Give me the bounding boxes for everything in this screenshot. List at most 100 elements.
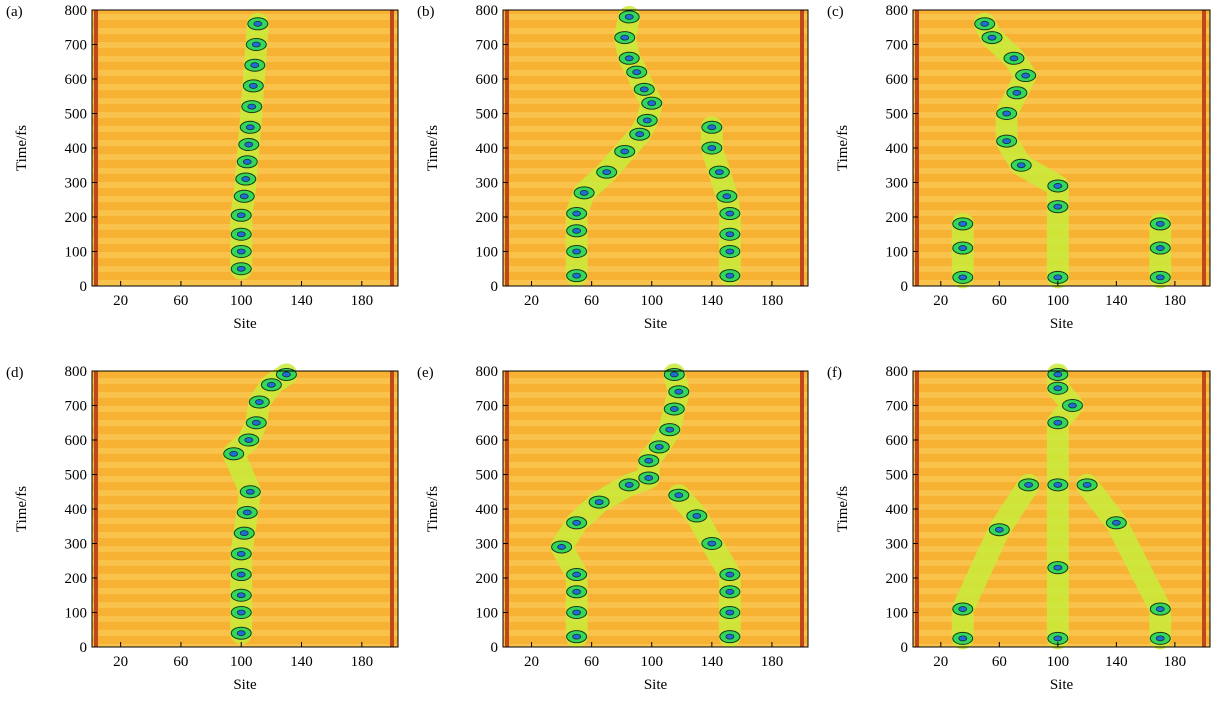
y-tick-label: 0	[491, 279, 499, 295]
wavepacket-core	[1053, 564, 1063, 571]
right-edge	[390, 371, 394, 647]
y-tick-label: 600	[65, 72, 88, 88]
y-tick-label: 0	[901, 279, 909, 295]
x-tick-label: 180	[761, 293, 784, 309]
y-tick-label: 400	[65, 502, 88, 518]
wavepacket-core	[250, 62, 260, 69]
y-tick-label: 100	[886, 606, 909, 622]
y-tick-label: 800	[886, 364, 909, 380]
plot-background	[503, 10, 808, 286]
wavepacket-core	[244, 437, 254, 443]
x-tick-label: 100	[1047, 654, 1070, 670]
wavepacket-core	[1053, 274, 1063, 281]
y-tick-label: 800	[65, 3, 88, 19]
wavepacket-core	[236, 592, 246, 599]
wavepacket-core	[602, 169, 612, 176]
right-edge	[800, 371, 804, 647]
wavepacket-core	[1009, 55, 1019, 62]
wavepacket-core	[632, 69, 642, 75]
wavepacket-core	[236, 630, 246, 637]
wavepacket-core	[572, 519, 582, 526]
wavepacket-core	[958, 245, 968, 251]
wavepacket-core	[266, 381, 276, 388]
wavepacket-core	[669, 406, 679, 412]
wavepacket-core	[557, 544, 566, 550]
panel-label: (d)	[6, 365, 24, 381]
wavepacket-core	[692, 513, 702, 519]
panel-label: (f)	[827, 365, 842, 381]
x-tick-label: 140	[701, 654, 724, 670]
plot-area	[91, 9, 399, 287]
wavepacket-core	[579, 189, 589, 196]
y-tick-label: 700	[65, 399, 88, 415]
wavepacket-core	[594, 499, 604, 506]
right-edge	[1202, 371, 1206, 647]
x-tick-label: 100	[640, 654, 663, 670]
wavepacket-core	[236, 231, 246, 238]
y-tick-label: 700	[476, 38, 499, 54]
wavepacket-core	[251, 41, 261, 48]
y-tick-label: 400	[476, 141, 499, 157]
y-tick-label: 300	[65, 176, 88, 192]
x-tick-label: 20	[524, 654, 539, 670]
x-tick-label: 20	[933, 654, 948, 670]
x-axis-label: Site	[233, 677, 257, 693]
y-axis-label: Time/fs	[425, 125, 441, 171]
wavepacket-core	[647, 100, 657, 107]
wavepacket-core	[674, 388, 684, 395]
x-tick-label: 140	[1105, 654, 1128, 670]
y-tick-label: 200	[476, 210, 499, 226]
x-tick-label: 100	[640, 293, 663, 309]
wavepacket-core	[958, 220, 968, 227]
wavepacket-core	[707, 124, 717, 131]
y-tick-label: 600	[886, 433, 909, 449]
wavepacket-core	[958, 274, 968, 281]
wavepacket-core	[987, 34, 997, 41]
wavepacket-core	[251, 419, 261, 426]
y-tick-label: 0	[491, 640, 499, 656]
right-edge	[390, 10, 394, 286]
wavepacket-core	[1053, 203, 1063, 210]
y-tick-label: 0	[80, 279, 88, 295]
wavepacket-core	[236, 212, 246, 219]
wavepacket-core	[236, 571, 246, 578]
y-axis-label: Time/fs	[14, 486, 30, 532]
y-tick-label: 700	[65, 38, 88, 54]
wavepacket-core	[572, 588, 582, 595]
wavepacket-core	[958, 635, 968, 642]
y-tick-label: 400	[65, 141, 88, 157]
y-tick-label: 200	[476, 571, 499, 587]
wavepacket-core	[620, 34, 630, 41]
plot-background	[503, 371, 808, 647]
wavepacket-core	[1053, 371, 1063, 378]
x-axis-label: Site	[644, 677, 668, 693]
wavepacket-core	[1155, 245, 1165, 251]
wavepacket-core	[725, 272, 735, 279]
wavepacket-core	[572, 272, 582, 279]
wavepacket-core	[239, 530, 249, 537]
wavepacket-core	[639, 86, 649, 93]
x-tick-label: 60	[173, 654, 188, 670]
y-tick-label: 700	[886, 399, 909, 415]
wavepacket-core	[248, 83, 258, 89]
y-tick-label: 200	[886, 571, 909, 587]
wavepacket-core	[1024, 481, 1033, 488]
wavepacket-core	[725, 633, 735, 640]
plot-area	[912, 363, 1211, 650]
y-tick-label: 0	[901, 640, 909, 656]
wavepacket-core	[242, 509, 252, 516]
wavepacket-core	[707, 540, 717, 547]
wavepacket-core	[994, 526, 1004, 533]
wavepacket-core	[725, 210, 735, 217]
y-tick-label: 800	[476, 3, 499, 19]
panel-label: (b)	[417, 4, 435, 20]
y-tick-label: 500	[65, 107, 88, 123]
wavepacket-core	[1053, 419, 1063, 426]
plot-area	[91, 363, 399, 648]
wavepacket-core	[572, 609, 582, 616]
wavepacket-core	[242, 158, 252, 165]
x-tick-label: 140	[701, 293, 724, 309]
y-axis-label: Time/fs	[425, 486, 441, 532]
y-tick-label: 600	[476, 433, 499, 449]
